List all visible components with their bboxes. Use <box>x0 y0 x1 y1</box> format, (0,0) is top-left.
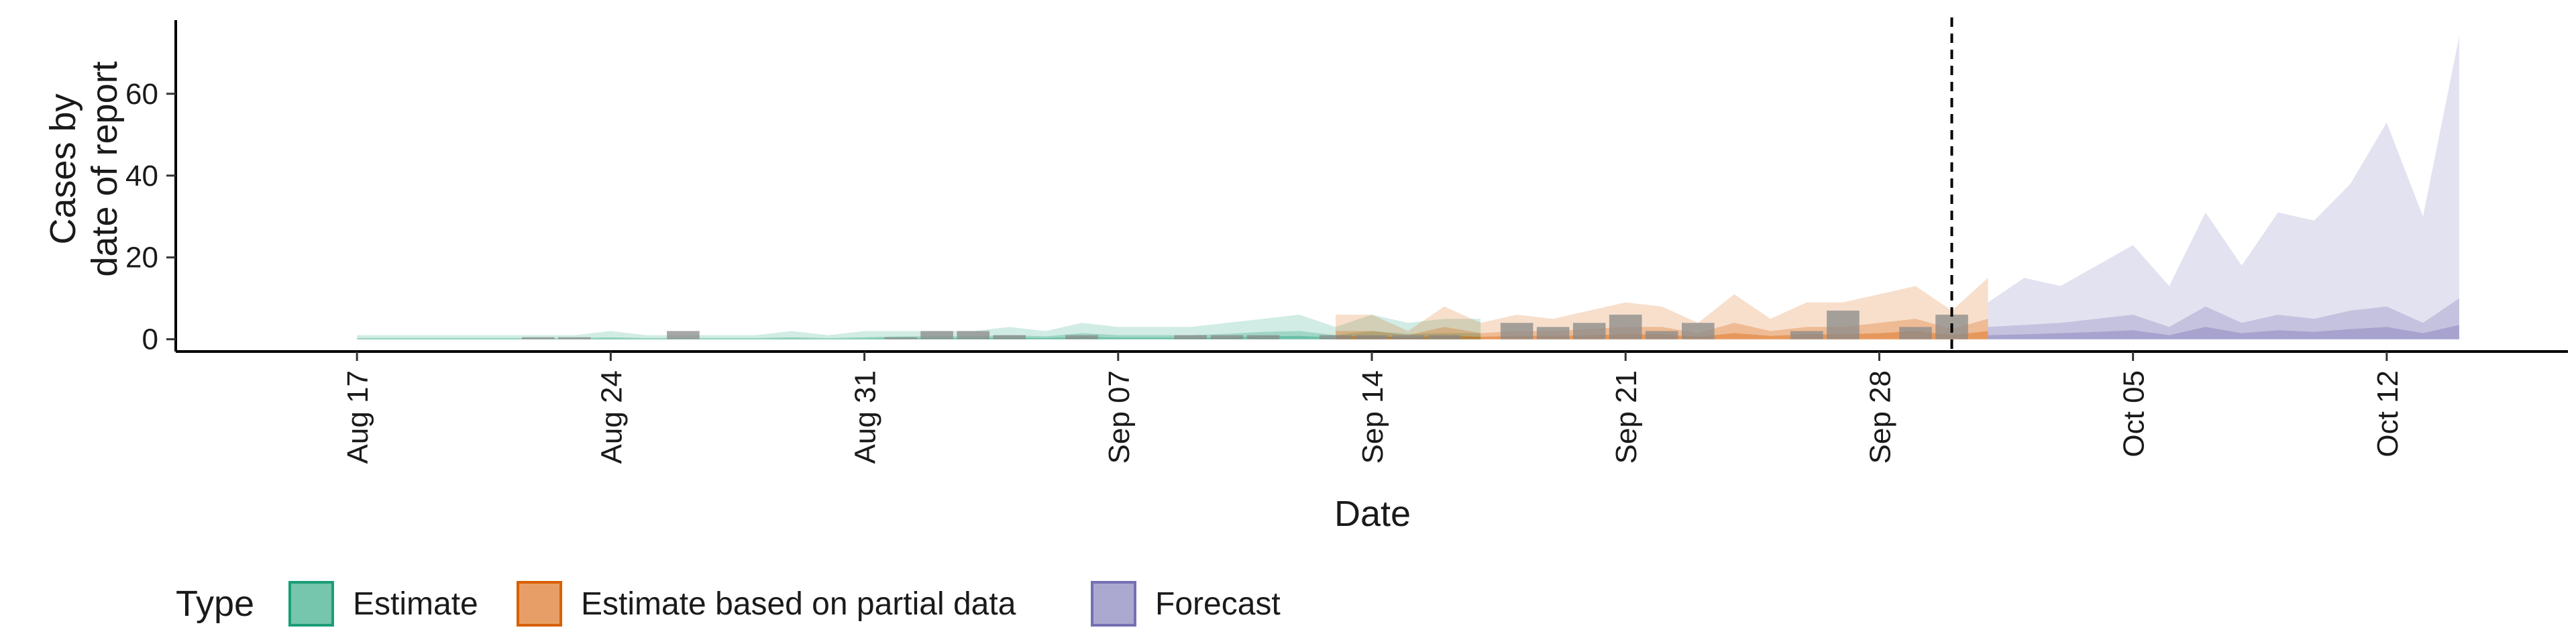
ticks-layer: 0 20 40 60 Aug 17 Aug 24 Aug 31 Sep 07 Sep 14 Sep… <box>125 78 2404 464</box>
partial-ribbon-90 <box>1336 278 1988 339</box>
y-axis-title-line-1: Cases by <box>43 93 83 244</box>
reported-case-bar <box>1428 335 1461 339</box>
legend-key-forecast <box>1091 581 1136 627</box>
reported-case-bar <box>1790 331 1823 339</box>
y-axis-title-line-2: date of report <box>85 61 125 276</box>
forecast-ribbon-50 <box>1988 298 2459 339</box>
y-tick-label: 0 <box>142 323 158 356</box>
reported-case-bar <box>884 337 917 339</box>
y-tick-label: 20 <box>125 241 158 274</box>
reported-case-bar <box>1210 335 1244 339</box>
reported-case-bar <box>1682 323 1715 339</box>
x-tick-label: Aug 24 <box>595 370 628 464</box>
legend-label-partial: Estimate based on partial data <box>581 586 1016 622</box>
reported-case-bar <box>920 331 953 339</box>
reported-case-bar <box>1174 335 1208 339</box>
legend-key-estimate <box>288 581 334 627</box>
reported-bars-layer <box>522 311 1968 339</box>
reported-case-bar <box>1572 323 1606 339</box>
ribbon-layer <box>357 36 2459 339</box>
forecast-ribbon-20 <box>1988 325 2459 339</box>
legend-label-estimate: Estimate <box>353 586 478 622</box>
reported-case-bar <box>993 335 1026 339</box>
x-axis-title: Date <box>1334 494 1411 534</box>
x-tick-label: Sep 28 <box>1864 370 1896 464</box>
reported-case-bar <box>957 331 989 339</box>
legend: Type Estimate Estimate based on partial … <box>176 581 1281 627</box>
x-tick-label: Sep 21 <box>1610 370 1643 464</box>
reported-case-bar <box>558 337 591 339</box>
reported-case-bar <box>1536 327 1570 339</box>
reported-case-bar <box>1899 327 1932 339</box>
x-tick-label: Oct 05 <box>2118 370 2151 458</box>
partial-ribbon-50 <box>1336 319 1988 339</box>
reported-case-bar <box>667 331 700 339</box>
x-tick-label: Aug 31 <box>849 370 882 464</box>
forecast-ribbon-90 <box>1988 36 2459 339</box>
reported-case-bar <box>1827 311 1860 339</box>
reported-case-bar <box>1645 331 1678 339</box>
y-tick-label: 40 <box>125 160 158 193</box>
legend-label-forecast: Forecast <box>1155 586 1281 622</box>
reported-case-bar <box>1246 335 1280 339</box>
x-tick-label: Aug 17 <box>341 370 374 464</box>
reported-case-bar <box>1609 315 1642 339</box>
x-tick-label: Sep 07 <box>1103 370 1136 464</box>
reported-case-bar <box>1355 335 1389 339</box>
y-tick-label: 60 <box>125 78 158 111</box>
legend-title: Type <box>176 584 254 624</box>
y-axis-title-group: Cases by date of report <box>43 61 125 276</box>
reported-case-bar <box>1500 323 1534 339</box>
reported-case-bar <box>1391 335 1425 339</box>
estimate-ribbon-90 <box>357 315 1481 339</box>
legend-key-partial <box>517 581 562 627</box>
reported-case-bar <box>1065 335 1098 339</box>
x-tick-label: Sep 14 <box>1356 370 1389 464</box>
x-tick-label: Oct 12 <box>2371 370 2404 458</box>
reported-case-bar <box>522 337 555 339</box>
reported-case-bar <box>1319 335 1352 339</box>
